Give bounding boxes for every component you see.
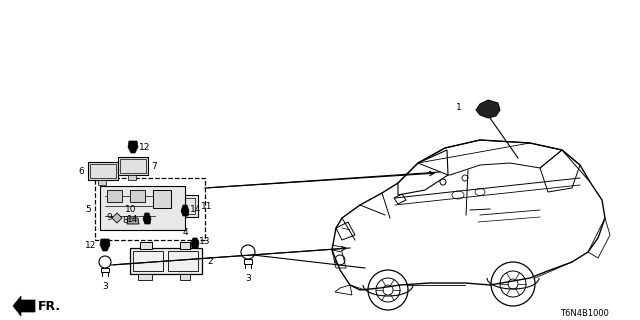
Polygon shape	[112, 213, 122, 223]
Text: 8: 8	[122, 215, 128, 225]
Text: 3: 3	[245, 274, 251, 283]
Bar	[172, 195, 198, 217]
Text: T6N4B1000: T6N4B1000	[560, 308, 609, 317]
Polygon shape	[128, 175, 136, 180]
Polygon shape	[13, 296, 35, 316]
Text: 9: 9	[106, 212, 112, 221]
Text: 4: 4	[183, 228, 189, 236]
Text: 10: 10	[125, 204, 136, 213]
Bar	[140, 242, 152, 249]
Bar	[101, 268, 109, 272]
Bar	[133, 251, 163, 271]
Bar	[140, 198, 166, 220]
Text: 12: 12	[85, 241, 97, 250]
Polygon shape	[181, 205, 189, 216]
Polygon shape	[476, 100, 500, 118]
Text: 6: 6	[78, 166, 84, 175]
Bar	[118, 157, 148, 175]
Bar	[180, 242, 190, 249]
Bar	[100, 186, 185, 230]
Polygon shape	[191, 238, 199, 248]
Bar	[95, 178, 205, 240]
Bar	[107, 190, 122, 202]
Bar	[130, 190, 145, 202]
Bar	[153, 190, 171, 208]
Text: 12: 12	[139, 142, 150, 151]
Bar	[244, 259, 252, 264]
Polygon shape	[127, 218, 139, 224]
Text: 11: 11	[201, 202, 212, 211]
Polygon shape	[128, 141, 138, 153]
Text: FR.: FR.	[38, 300, 61, 313]
Text: 1: 1	[456, 102, 462, 111]
Bar	[138, 274, 152, 280]
Text: 13: 13	[199, 236, 211, 245]
Polygon shape	[143, 213, 151, 224]
Text: 3: 3	[102, 282, 108, 291]
Text: 14: 14	[127, 214, 138, 223]
Polygon shape	[100, 239, 110, 251]
Text: 2: 2	[207, 257, 212, 266]
Text: 14: 14	[190, 204, 202, 213]
Polygon shape	[98, 180, 106, 185]
Text: 7: 7	[151, 162, 157, 171]
Bar	[88, 162, 118, 180]
Bar	[143, 201, 163, 217]
Bar	[130, 248, 202, 274]
Text: 5: 5	[85, 204, 91, 213]
Bar	[175, 198, 195, 214]
Bar	[180, 274, 190, 280]
Bar	[168, 251, 198, 271]
